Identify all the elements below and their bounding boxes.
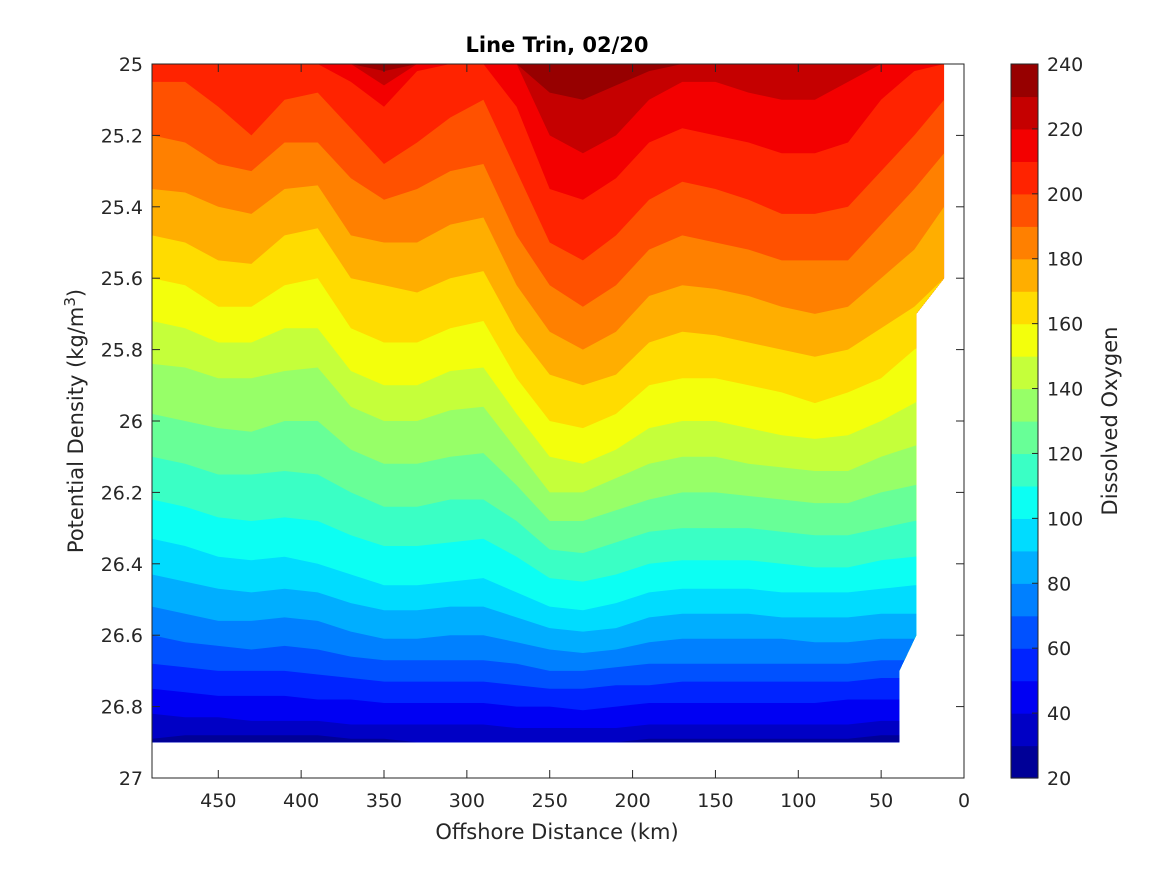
colorbar-swatch: [1011, 96, 1038, 130]
y-tick-label: 25.6: [101, 268, 143, 290]
x-tick-label: 0: [958, 790, 970, 812]
chart-title: Line Trin, 02/20: [465, 33, 648, 57]
colorbar-tick-label: 120: [1047, 443, 1083, 465]
y-axis-label-close: ): [64, 289, 88, 297]
colorbar-tick-label: 40: [1047, 703, 1071, 725]
x-tick-label: 350: [366, 790, 402, 812]
y-tick-label: 26: [119, 411, 143, 433]
colorbar-swatch: [1011, 258, 1038, 292]
y-tick-label: 26.2: [101, 482, 143, 504]
y-axis-label: Potential Density (kg/m3): [61, 289, 88, 553]
y-tick-label: 26.4: [101, 554, 143, 576]
colorbar-swatch: [1011, 421, 1038, 455]
colorbar-swatch: [1011, 453, 1038, 487]
x-tick-label: 100: [780, 790, 816, 812]
colorbar-swatch: [1011, 680, 1038, 714]
y-tick-label: 25.8: [101, 340, 143, 362]
contour-band: [152, 735, 945, 743]
colorbar-swatch: [1011, 193, 1038, 227]
y-tick-label: 26.8: [101, 697, 143, 719]
y-tick-label: 25.4: [101, 197, 143, 219]
y-tick-label: 25: [119, 54, 143, 76]
colorbar-swatch: [1011, 583, 1038, 617]
colorbar-swatch: [1011, 615, 1038, 649]
y-tick-label: 25.2: [101, 125, 143, 147]
colorbar-tick-label: 100: [1047, 508, 1083, 530]
colorbar-swatch: [1011, 128, 1038, 162]
colorbar-swatch: [1011, 713, 1038, 747]
y-axis: 25 25.2 25.4 25.6 25.8 26 26.2 26.4 26.6 26.8 27: [101, 54, 964, 790]
colorbar-swatch: [1011, 291, 1038, 325]
colorbar-swatch: [1011, 745, 1038, 779]
colorbar: 240 220 200 180 160 140 120 100 80 60 40 20: [1010, 54, 1083, 790]
x-tick-label: 300: [449, 790, 485, 812]
colorbar-tick-label: 20: [1047, 768, 1071, 790]
colorbar-frame: [1010, 63, 1039, 779]
colorbar-swatch: [1011, 648, 1038, 682]
colorbar-tick-label: 180: [1047, 249, 1083, 271]
x-tick-label: 400: [283, 790, 319, 812]
x-axis: 450 400 350 300 250 200 150 100 50 0: [200, 64, 970, 812]
x-tick-label: 250: [532, 790, 568, 812]
y-tick-label: 26.6: [101, 625, 143, 647]
x-tick-label: 150: [697, 790, 733, 812]
colorbar-swatch: [1011, 323, 1038, 357]
x-tick-label: 50: [869, 790, 893, 812]
colorbar-swatch: [1011, 550, 1038, 584]
x-tick-label: 200: [614, 790, 650, 812]
x-tick-label: 450: [200, 790, 236, 812]
colorbar-swatch: [1011, 161, 1038, 195]
y-axis-label-superscript: 3: [61, 297, 79, 307]
colorbar-swatch: [1011, 226, 1038, 260]
contour-bands: [152, 64, 945, 743]
colorbar-swatch: [1011, 64, 1038, 98]
x-axis-label: Offshore Distance (km): [435, 820, 678, 844]
colorbar-tick-label: 200: [1047, 184, 1083, 206]
contour-band: [152, 713, 945, 743]
colorbar-label: Dissolved Oxygen: [1098, 327, 1122, 516]
colorbar-tick-label: 80: [1047, 573, 1071, 595]
colorbar-swatch: [1011, 518, 1038, 552]
colorbar-tick-label: 60: [1047, 638, 1071, 660]
colorbar-tick-label: 240: [1047, 54, 1083, 76]
colorbar-tick-label: 220: [1047, 119, 1083, 141]
colorbar-swatch: [1011, 356, 1038, 390]
colorbar-tick-label: 160: [1047, 314, 1083, 336]
colorbar-swatch: [1011, 485, 1038, 519]
colorbar-swatch: [1011, 388, 1038, 422]
y-tick-label: 27: [119, 768, 143, 790]
colorbar-tick-label: 140: [1047, 379, 1083, 401]
